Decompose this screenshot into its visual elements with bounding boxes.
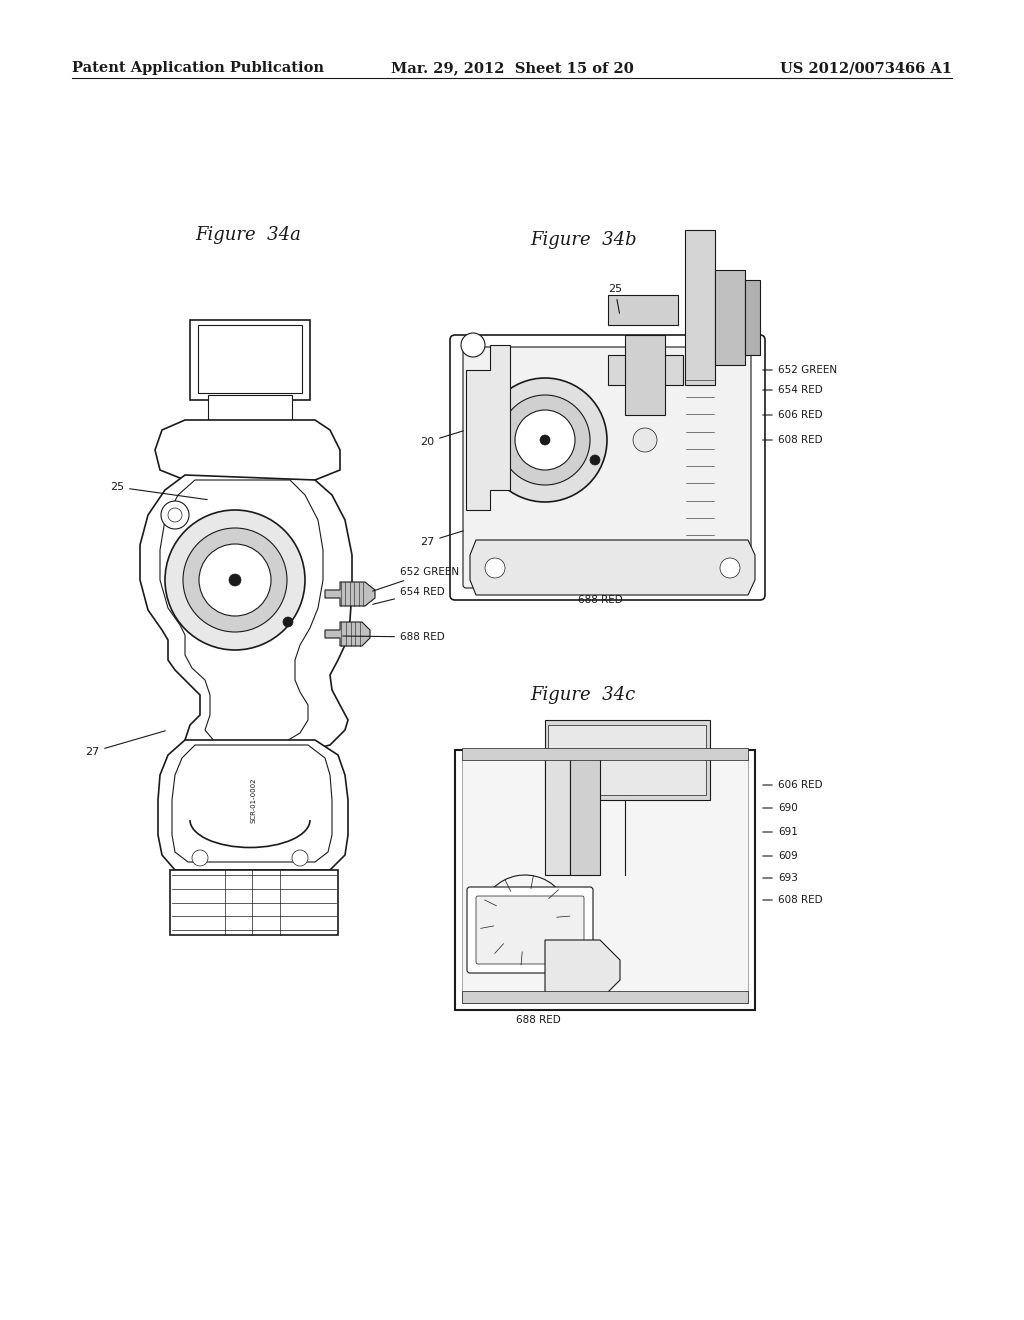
Text: Figure  34a: Figure 34a — [195, 226, 301, 244]
Text: 606 RED: 606 RED — [778, 780, 822, 789]
FancyBboxPatch shape — [462, 756, 748, 1003]
Text: 609: 609 — [778, 851, 798, 861]
FancyBboxPatch shape — [685, 230, 715, 385]
FancyBboxPatch shape — [608, 355, 683, 385]
Circle shape — [183, 528, 287, 632]
FancyBboxPatch shape — [170, 870, 338, 935]
Circle shape — [292, 850, 308, 866]
Circle shape — [229, 574, 241, 586]
FancyBboxPatch shape — [545, 755, 570, 875]
Circle shape — [199, 544, 271, 616]
FancyBboxPatch shape — [545, 719, 710, 800]
Text: 606 RED: 606 RED — [778, 411, 822, 420]
Polygon shape — [545, 940, 620, 1001]
Circle shape — [461, 333, 485, 356]
Text: 690: 690 — [778, 803, 798, 813]
Text: 652 GREEN: 652 GREEN — [778, 366, 838, 375]
Circle shape — [193, 850, 208, 866]
Text: US 2012/0073466 A1: US 2012/0073466 A1 — [780, 61, 952, 75]
Polygon shape — [155, 420, 340, 480]
Polygon shape — [325, 582, 375, 606]
Polygon shape — [140, 475, 352, 760]
Circle shape — [168, 508, 182, 521]
Text: 688 RED: 688 RED — [516, 1015, 560, 1026]
FancyBboxPatch shape — [208, 395, 292, 420]
Text: 27: 27 — [420, 531, 463, 546]
FancyBboxPatch shape — [715, 271, 745, 366]
FancyBboxPatch shape — [476, 896, 584, 964]
Text: 20: 20 — [420, 430, 463, 447]
Text: 688 RED: 688 RED — [343, 632, 444, 642]
FancyBboxPatch shape — [463, 347, 751, 587]
Polygon shape — [160, 480, 323, 744]
FancyBboxPatch shape — [455, 750, 755, 1010]
FancyBboxPatch shape — [450, 335, 765, 601]
Text: SCR-01-0002: SCR-01-0002 — [250, 777, 256, 822]
Text: 25: 25 — [608, 284, 622, 313]
FancyBboxPatch shape — [625, 335, 665, 414]
FancyBboxPatch shape — [548, 725, 706, 795]
Circle shape — [283, 616, 293, 627]
Text: Figure  34c: Figure 34c — [530, 686, 635, 704]
FancyBboxPatch shape — [745, 280, 760, 355]
Text: 608 RED: 608 RED — [778, 436, 822, 445]
Circle shape — [590, 455, 600, 465]
FancyBboxPatch shape — [467, 887, 593, 973]
FancyBboxPatch shape — [608, 294, 678, 325]
Circle shape — [483, 378, 607, 502]
Text: 25: 25 — [110, 482, 207, 499]
Text: 691: 691 — [778, 828, 798, 837]
Circle shape — [165, 510, 305, 649]
FancyBboxPatch shape — [570, 755, 600, 875]
Text: Mar. 29, 2012  Sheet 15 of 20: Mar. 29, 2012 Sheet 15 of 20 — [390, 61, 634, 75]
Text: 654 RED: 654 RED — [778, 385, 822, 395]
Text: Patent Application Publication: Patent Application Publication — [72, 61, 324, 75]
FancyBboxPatch shape — [462, 991, 748, 1003]
Circle shape — [540, 436, 550, 445]
Circle shape — [161, 502, 189, 529]
Text: 27: 27 — [85, 731, 165, 756]
Text: 654 RED: 654 RED — [373, 587, 444, 605]
Polygon shape — [325, 622, 370, 645]
Polygon shape — [466, 345, 510, 510]
Text: 693: 693 — [778, 873, 798, 883]
Circle shape — [720, 558, 740, 578]
Text: Figure  34b: Figure 34b — [530, 231, 637, 249]
FancyBboxPatch shape — [190, 319, 310, 400]
Text: 608 RED: 608 RED — [778, 895, 822, 906]
Circle shape — [485, 558, 505, 578]
Polygon shape — [172, 744, 332, 862]
Circle shape — [500, 395, 590, 484]
Text: 652 GREEN: 652 GREEN — [373, 568, 459, 591]
Circle shape — [633, 428, 657, 451]
Circle shape — [515, 411, 575, 470]
Polygon shape — [158, 741, 348, 870]
Text: 688 RED: 688 RED — [578, 595, 623, 605]
FancyBboxPatch shape — [198, 325, 302, 393]
Polygon shape — [470, 540, 755, 595]
FancyBboxPatch shape — [462, 748, 748, 760]
